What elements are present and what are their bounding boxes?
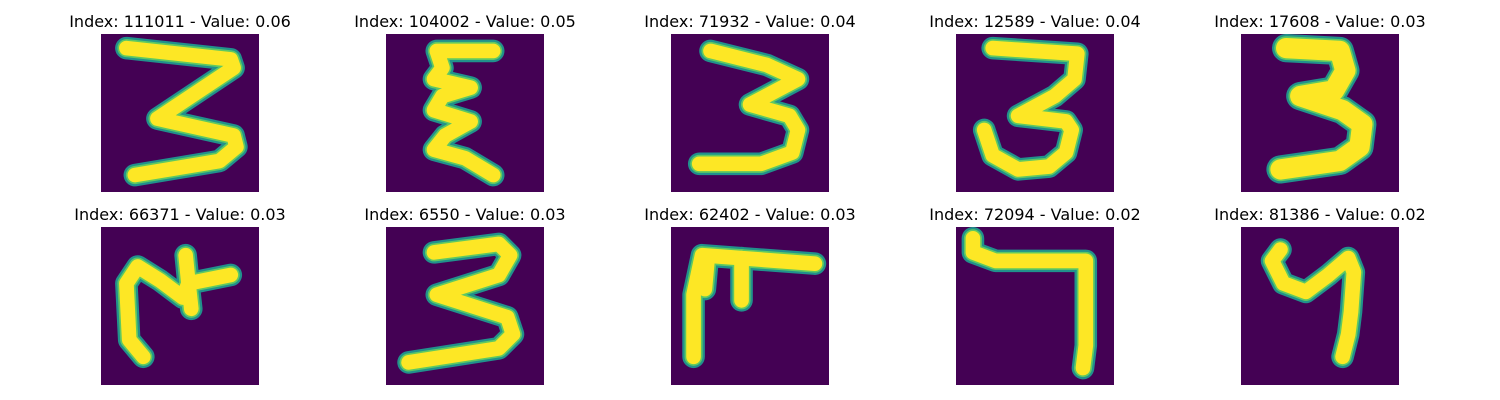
digit-3-curled-icon <box>956 34 1114 192</box>
rotated-3-icon <box>101 227 259 385</box>
panel-index: 81386 <box>1268 205 1320 224</box>
panel-value: 0.04 <box>820 12 856 31</box>
panel-value: 0.04 <box>1105 12 1141 31</box>
digit-image <box>1241 227 1399 385</box>
digit-image <box>101 227 259 385</box>
panel-index: 6550 <box>418 205 460 224</box>
digit-3-icon <box>671 34 829 192</box>
digit-3-bold-icon <box>1241 34 1399 192</box>
panel-title: Index: 62402 - Value: 0.03 <box>644 205 856 224</box>
panel-value: 0.03 <box>1390 12 1426 31</box>
panel-title: Index: 66371 - Value: 0.03 <box>74 205 286 224</box>
digit-image <box>101 34 259 192</box>
digit-stroke <box>686 247 823 365</box>
panel-index: 62402 <box>698 205 750 224</box>
panel-index: 111011 <box>123 12 185 31</box>
digit-image <box>671 34 829 192</box>
digit-7-icon <box>956 227 1114 385</box>
digit-3-icon <box>101 34 259 192</box>
digit-stroke <box>426 43 501 183</box>
digit-stroke <box>119 247 239 365</box>
digit-stroke <box>1264 242 1362 365</box>
panel-title: Index: 81386 - Value: 0.02 <box>1214 205 1426 224</box>
panel-title: Index: 72094 - Value: 0.02 <box>929 205 1141 224</box>
digit-stroke <box>976 40 1085 177</box>
digit-3-icon <box>386 227 544 385</box>
panel-title: Index: 71932 - Value: 0.04 <box>644 12 856 31</box>
panel-index: 72094 <box>983 205 1035 224</box>
panel-value: 0.06 <box>255 12 291 31</box>
digit-image <box>671 227 829 385</box>
digit-stroke <box>401 236 521 370</box>
digit-image <box>1241 34 1399 192</box>
panel-title: Index: 17608 - Value: 0.03 <box>1214 12 1426 31</box>
panel-index: 71932 <box>698 12 750 31</box>
panel-index: 17608 <box>1268 12 1320 31</box>
panel-index: 12589 <box>983 12 1035 31</box>
panel-index: 104002 <box>408 12 470 31</box>
panel-value: 0.03 <box>820 205 856 224</box>
digit-image <box>386 34 544 192</box>
digit-stroke <box>691 43 806 172</box>
panel-value: 0.03 <box>529 205 566 224</box>
panel-value: 0.02 <box>1390 205 1426 224</box>
digit-stroke <box>1270 37 1373 180</box>
panel-value: 0.03 <box>250 205 286 224</box>
panel-title: Index: 111011 - Value: 0.06 <box>69 12 291 31</box>
panel-index: 66371 <box>128 205 180 224</box>
panel-value: 0.05 <box>540 12 576 31</box>
digit-image <box>956 34 1114 192</box>
digit-stroke <box>119 40 244 183</box>
digit-image <box>386 227 544 385</box>
digit-4-icon <box>1241 227 1399 385</box>
digit-3-wavy-icon <box>386 34 544 192</box>
rotated-3-angular-icon <box>671 227 829 385</box>
digit-image <box>956 227 1114 385</box>
panel-title: Index: 104002 - Value: 0.05 <box>354 12 576 31</box>
panel-value: 0.02 <box>1105 205 1141 224</box>
panel-title: Index: 6550 - Value: 0.03 <box>364 205 566 224</box>
panel-title: Index: 12589 - Value: 0.04 <box>929 12 1141 31</box>
digit-stroke <box>965 230 1094 376</box>
